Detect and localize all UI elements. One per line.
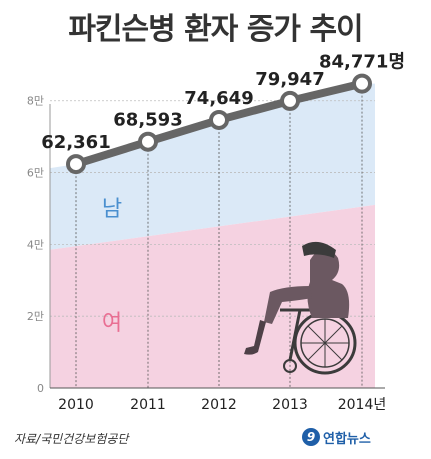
data-point	[66, 154, 86, 175]
y-tick-label: 0	[37, 382, 44, 395]
data-label: 74,649	[184, 88, 253, 109]
x-tick-label: 2010	[58, 397, 94, 413]
data-point	[352, 73, 372, 94]
data-point	[138, 131, 158, 152]
wheelchair-person-icon	[244, 241, 357, 375]
y-tick-label: 8만	[27, 95, 44, 108]
source-credit: 자료/국민건강보험공단	[14, 432, 129, 446]
male-area	[50, 83, 375, 250]
x-tick-label: 2012	[201, 397, 237, 413]
logo-mark: 9	[302, 428, 320, 446]
data-label: 84,771명	[319, 52, 405, 73]
chart-title: 파킨슨병 환자 증가 추이	[68, 12, 363, 47]
y-tick-label: 4만	[27, 238, 44, 251]
data-label: 79,947	[255, 69, 324, 90]
logo-text: 연합뉴스	[323, 431, 371, 447]
data-label: 62,361	[41, 132, 110, 153]
y-tick-label: 6만	[27, 167, 44, 180]
y-tick-label: 2만	[27, 310, 44, 323]
data-point	[209, 109, 229, 130]
x-tick-label: 2011	[130, 397, 166, 413]
data-label: 68,593	[113, 110, 182, 131]
male-area-label: 남	[102, 197, 122, 222]
female-area-label: 여	[102, 311, 122, 336]
x-tick-label: 2013	[272, 397, 308, 413]
yonhap-logo: 9 연합뉴스	[302, 426, 371, 448]
x-tick-label: 2014년	[338, 397, 387, 413]
data-point	[280, 90, 300, 111]
